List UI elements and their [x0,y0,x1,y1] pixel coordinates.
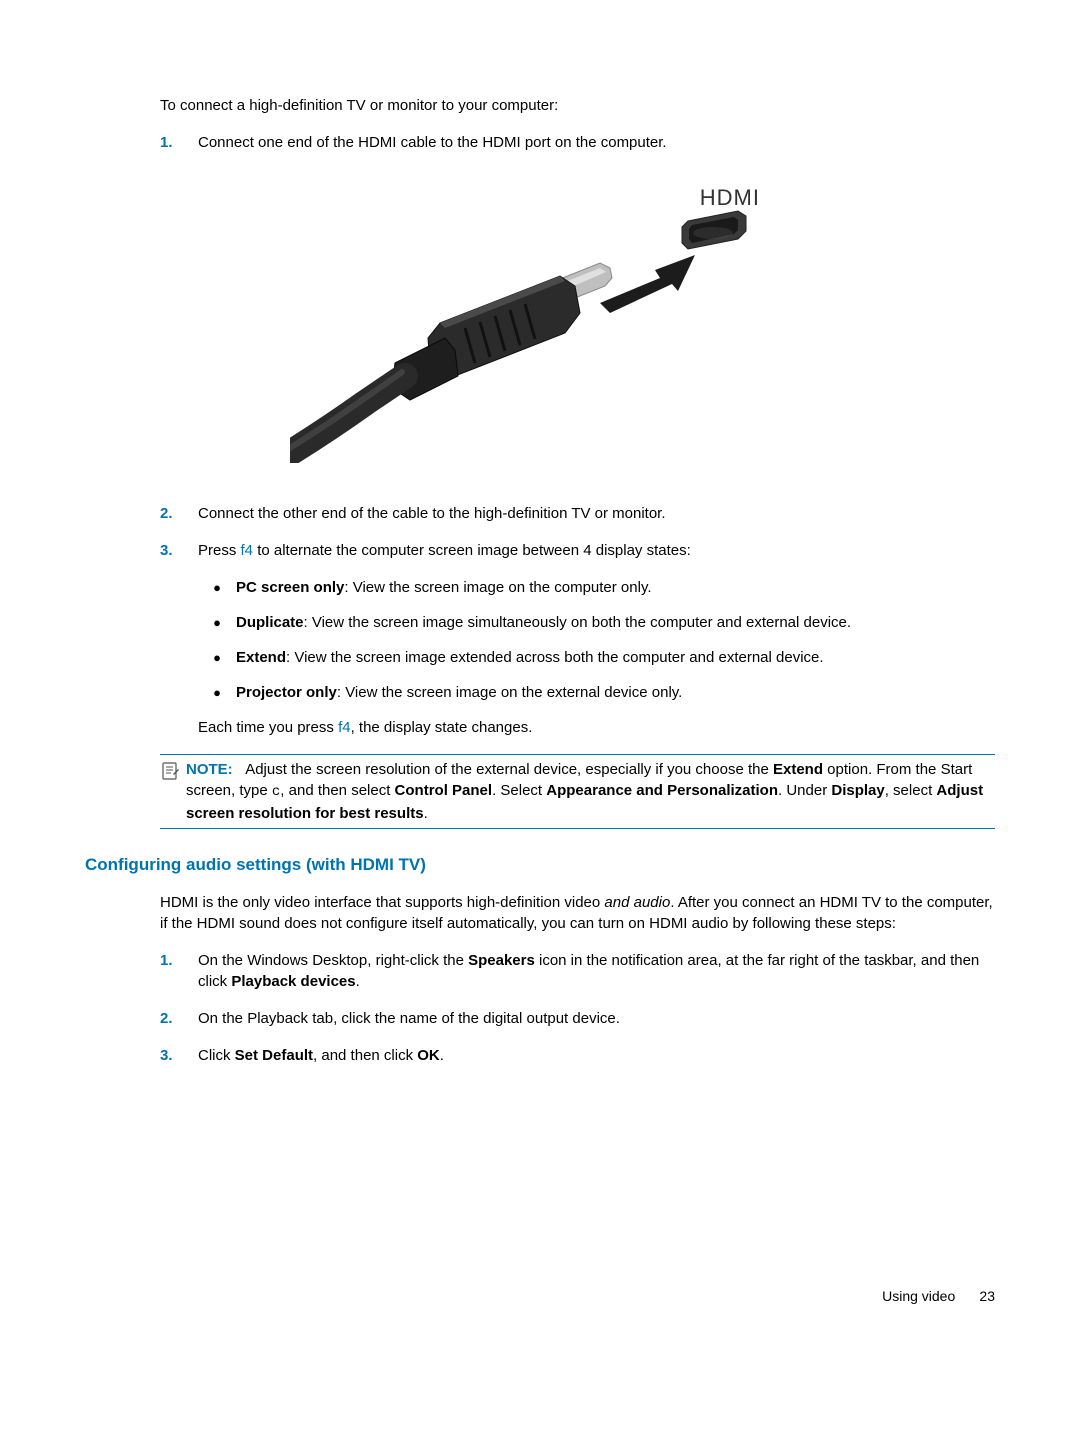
step-number: 2. [160,1008,198,1029]
step-number: 3. [160,1045,198,1066]
hdmi-cable-svg [290,183,790,463]
hdmi-port-label: HDMI [700,183,760,214]
step-item: 3. Press f4 to alternate the computer sc… [160,540,995,561]
step-item: 2. On the Playback tab, click the name o… [160,1008,995,1029]
bullet-marker: ● [198,647,236,668]
display-states-list: ● PC screen only: View the screen image … [198,577,995,703]
step-item: 2. Connect the other end of the cable to… [160,503,995,524]
bullet-item: ● Projector only: View the screen image … [198,682,995,703]
step-text: Connect one end of the HDMI cable to the… [198,132,995,153]
step-number: 1. [160,950,198,992]
step-text: Press f4 to alternate the computer scree… [198,540,995,561]
step-item: 1. Connect one end of the HDMI cable to … [160,132,995,153]
bullet-text: PC screen only: View the screen image on… [236,577,995,598]
steps-block-1: 1. Connect one end of the HDMI cable to … [160,132,995,153]
step-text: Connect the other end of the cable to th… [198,503,995,524]
section-intro: HDMI is the only video interface that su… [160,892,995,934]
intro-paragraph: To connect a high-definition TV or monit… [160,95,995,116]
step-text: On the Playback tab, click the name of t… [198,1008,995,1029]
page-footer: Using video 23 [85,1286,995,1307]
step-text: On the Windows Desktop, right-click the … [198,950,995,992]
follow-text: Each time you press f4, the display stat… [198,717,995,738]
bullet-marker: ● [198,612,236,633]
bullet-text: Projector only: View the screen image on… [236,682,995,703]
bullet-text: Duplicate: View the screen image simulta… [236,612,995,633]
note-label: NOTE: [186,761,233,778]
step-text: Click Set Default, and then click OK. [198,1045,995,1066]
bullet-item: ● PC screen only: View the screen image … [198,577,995,598]
bullet-item: ● Extend: View the screen image extended… [198,647,995,668]
step-item: 3. Click Set Default, and then click OK. [160,1045,995,1066]
hdmi-figure-container: HDMI [85,183,995,463]
step-number: 2. [160,503,198,524]
step-item: 1. On the Windows Desktop, right-click t… [160,950,995,992]
bullet-marker: ● [198,682,236,703]
note-body: Adjust the screen resolution of the exte… [186,761,983,822]
note-callout: NOTE: Adjust the screen resolution of th… [160,754,995,829]
bullet-text: Extend: View the screen image extended a… [236,647,995,668]
steps-block-2: 1. On the Windows Desktop, right-click t… [160,950,995,1066]
page-body: To connect a high-definition TV or monit… [0,0,1080,1367]
step-follow-text: Each time you press f4, the display stat… [198,717,995,738]
note-text: NOTE: Adjust the screen resolution of th… [186,759,995,824]
note-icon [160,759,186,824]
step-number: 3. [160,540,198,561]
page-number: 23 [979,1288,995,1304]
section-heading: Configuring audio settings (with HDMI TV… [85,853,995,877]
steps-block-1-cont: 2. Connect the other end of the cable to… [160,503,995,738]
footer-label: Using video [882,1288,955,1304]
step-number: 1. [160,132,198,153]
bullet-marker: ● [198,577,236,598]
hdmi-illustration: HDMI [290,183,790,463]
bullet-item: ● Duplicate: View the screen image simul… [198,612,995,633]
